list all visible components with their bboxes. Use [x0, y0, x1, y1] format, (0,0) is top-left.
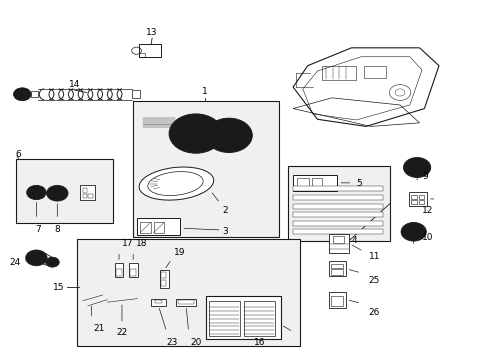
Text: 4: 4	[351, 236, 356, 245]
Circle shape	[27, 185, 46, 200]
Bar	[330, 269, 343, 275]
Bar	[408, 192, 427, 206]
Bar	[328, 261, 345, 276]
Text: 12: 12	[421, 206, 432, 215]
Bar	[132, 102, 278, 237]
Bar	[330, 264, 343, 268]
Bar	[328, 292, 345, 308]
Text: 19: 19	[174, 248, 185, 257]
Bar	[160, 270, 168, 288]
Polygon shape	[292, 48, 438, 126]
Bar	[153, 222, 164, 233]
Bar	[140, 222, 150, 233]
Bar	[128, 263, 137, 277]
Bar	[292, 186, 382, 192]
Bar	[322, 66, 356, 80]
Text: 13: 13	[146, 28, 158, 37]
Text: 1: 1	[202, 87, 207, 96]
Circle shape	[169, 114, 222, 153]
Polygon shape	[83, 295, 107, 306]
Bar	[129, 269, 136, 276]
Bar	[328, 234, 348, 253]
Circle shape	[400, 222, 426, 241]
Bar	[176, 298, 196, 306]
Bar	[116, 269, 122, 276]
Text: 26: 26	[368, 308, 379, 317]
Text: 7: 7	[35, 225, 41, 234]
Polygon shape	[140, 116, 179, 130]
Circle shape	[26, 250, 47, 266]
Text: 10: 10	[421, 233, 432, 242]
Circle shape	[45, 257, 59, 267]
Bar	[88, 194, 93, 198]
Bar	[139, 44, 161, 58]
Text: 20: 20	[190, 338, 201, 347]
Bar	[363, 66, 385, 78]
Text: 8: 8	[54, 225, 60, 234]
Circle shape	[403, 157, 430, 177]
Bar	[80, 185, 95, 200]
Polygon shape	[102, 294, 137, 302]
Text: 14: 14	[68, 80, 80, 89]
Circle shape	[46, 185, 68, 201]
Text: 15: 15	[53, 283, 64, 292]
Bar	[292, 195, 382, 200]
Bar	[131, 90, 140, 98]
Bar	[77, 239, 300, 346]
Text: 11: 11	[368, 252, 379, 261]
Bar	[151, 298, 165, 306]
Bar	[161, 280, 166, 286]
Text: 9: 9	[421, 172, 427, 181]
Text: 23: 23	[166, 338, 178, 347]
Bar	[161, 272, 166, 278]
Text: 21: 21	[93, 324, 104, 333]
Text: 2: 2	[222, 206, 228, 215]
Text: 6: 6	[15, 150, 20, 159]
Bar	[292, 229, 382, 234]
Circle shape	[205, 118, 252, 153]
Text: 5: 5	[356, 179, 361, 188]
Bar	[333, 236, 344, 243]
Ellipse shape	[139, 167, 213, 200]
Bar	[136, 217, 180, 235]
Bar	[410, 195, 416, 199]
Bar	[292, 221, 382, 226]
Bar	[139, 53, 144, 58]
Bar	[208, 301, 240, 337]
Text: 22: 22	[116, 328, 127, 337]
Text: 18: 18	[135, 239, 147, 248]
Polygon shape	[30, 253, 59, 265]
Text: 25: 25	[368, 275, 379, 284]
Text: 17: 17	[122, 239, 133, 248]
Text: 16: 16	[254, 338, 265, 347]
Bar	[82, 194, 87, 198]
Circle shape	[14, 88, 31, 101]
Bar	[410, 200, 416, 204]
Text: 3: 3	[222, 227, 228, 236]
Bar	[311, 178, 322, 188]
Bar	[82, 188, 87, 193]
Bar	[31, 91, 38, 97]
Bar	[243, 301, 275, 337]
Bar	[115, 263, 123, 277]
Bar	[178, 300, 194, 304]
Bar	[287, 166, 389, 241]
Bar	[205, 296, 281, 339]
Text: 24: 24	[10, 258, 21, 267]
Bar	[16, 158, 113, 223]
Bar	[418, 195, 424, 199]
Bar	[330, 296, 343, 306]
Bar	[296, 178, 308, 188]
Bar	[292, 203, 382, 208]
Bar	[292, 175, 336, 191]
Bar	[292, 212, 382, 217]
Bar	[418, 200, 424, 204]
Bar	[154, 300, 162, 303]
